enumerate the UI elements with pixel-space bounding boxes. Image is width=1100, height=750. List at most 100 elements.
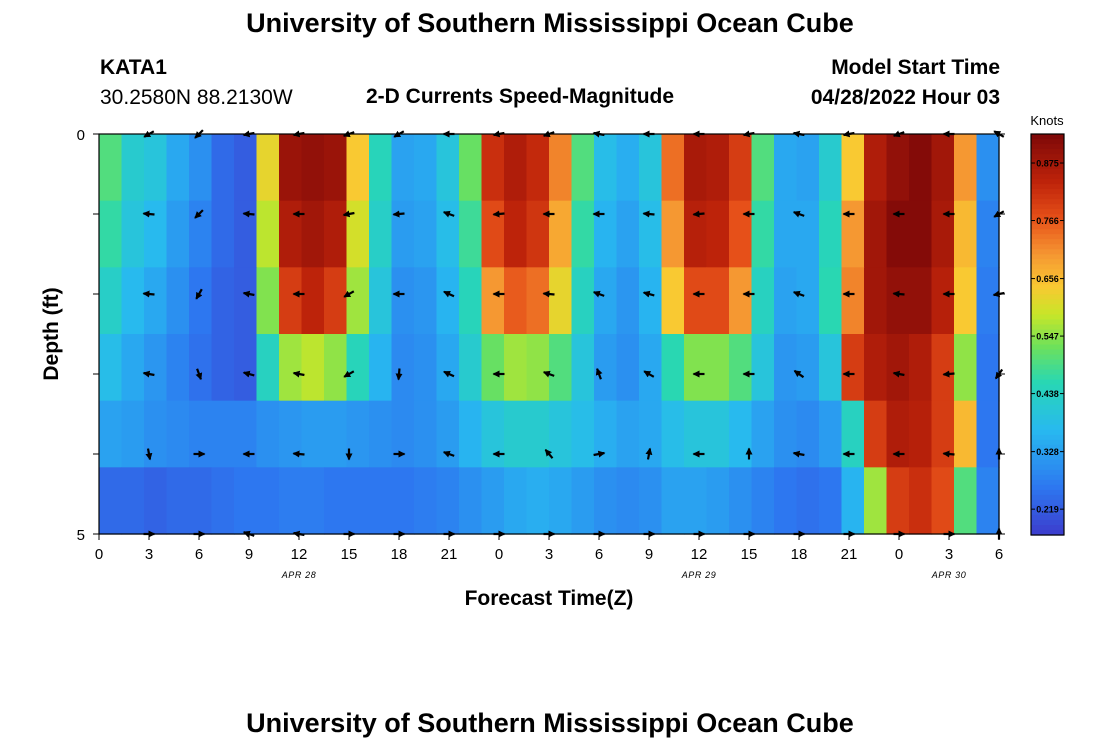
heatmap-cell [976, 267, 1000, 335]
current-arrow [645, 447, 653, 460]
colorbar-swatch [1031, 154, 1064, 160]
current-arrow [595, 367, 603, 380]
heatmap-cell [369, 134, 393, 202]
heatmap-cell [954, 334, 978, 402]
heatmap-cell [661, 267, 685, 335]
footer-title: University of Southern Mississippi Ocean… [246, 708, 854, 738]
colorbar-swatch [1031, 489, 1064, 496]
heatmap-cell [391, 334, 415, 402]
colorbar-swatch [1031, 369, 1064, 376]
current-arrow [195, 288, 203, 300]
colorbar-swatch [1031, 269, 1064, 275]
colorbar-swatch [1031, 324, 1064, 331]
heatmap-cell [166, 334, 190, 402]
heatmap-cell [526, 334, 550, 402]
colorbar-swatch [1031, 234, 1064, 240]
heatmap-cell [504, 467, 528, 535]
heatmap-cell [324, 200, 348, 268]
colorbar-title: Knots [1030, 113, 1064, 128]
colorbar-swatch [1031, 399, 1064, 406]
heatmap-cells [99, 134, 1000, 535]
heatmap-cell [324, 467, 348, 535]
heatmap-cell [571, 467, 595, 535]
colorbar: Knots 0.875 0.766 0.656 0.547 0.438 0.328 0.21… [1030, 113, 1065, 536]
heatmap-cell [121, 400, 145, 468]
heatmap-cell [504, 267, 528, 335]
current-arrow [542, 370, 555, 378]
colorbar-swatch [1031, 309, 1064, 316]
heatmap-cell [234, 467, 258, 535]
heatmap-cell [234, 267, 258, 335]
current-arrow [292, 370, 305, 378]
colorbar-swatch [1031, 229, 1064, 235]
heatmap-cell [481, 400, 505, 468]
heatmap-cell [166, 200, 190, 268]
heatmap-cell [751, 400, 775, 468]
heatmap-cell [256, 134, 280, 202]
heatmap-cell [819, 400, 843, 468]
heatmap-cell [526, 200, 550, 268]
heatmap-cell [616, 200, 640, 268]
heatmap-cell [301, 467, 325, 535]
x-tick-label: 21 [441, 546, 458, 563]
x-tick-label: 6 [195, 546, 203, 563]
heatmap-cell [684, 267, 708, 335]
colorbar-swatch [1031, 384, 1064, 391]
heatmap-cell [909, 467, 933, 535]
heatmap-cell [234, 334, 258, 402]
heatmap-cell [954, 467, 978, 535]
current-arrow [942, 370, 955, 378]
heatmap-cell [144, 467, 168, 535]
heatmap-cell [414, 400, 438, 468]
heatmap-cell [976, 134, 1000, 202]
heatmap-cell [324, 267, 348, 335]
heatmap-cell [369, 467, 393, 535]
colorbar-tick-label: 0.219 [1036, 505, 1059, 515]
heatmap-cell [684, 467, 708, 535]
heatmap-cell [796, 467, 820, 535]
heatmap-cell [571, 200, 595, 268]
heatmap-cell [279, 400, 303, 468]
heatmap-cell [684, 200, 708, 268]
heatmap-cell [751, 334, 775, 402]
heatmap-cell [279, 267, 303, 335]
heatmap-cell [819, 267, 843, 335]
colorbar-swatch [1031, 434, 1064, 441]
colorbar-swatch [1031, 499, 1064, 506]
heatmap-cell [616, 134, 640, 202]
heatmap-cell [729, 134, 753, 202]
heatmap-cell [841, 467, 865, 535]
colorbar-frame [1030, 133, 1065, 536]
model-start-value: 04/28/2022 Hour 03 [810, 86, 1000, 109]
heatmap-cell [256, 400, 280, 468]
heatmap-cell [886, 267, 910, 335]
heatmap-cell [639, 200, 663, 268]
heatmap-cell [166, 134, 190, 202]
colorbar-swatch [1031, 259, 1064, 265]
heatmap-cell [189, 467, 213, 535]
x-tick-label: 6 [995, 546, 1003, 563]
x-tick-label: 6 [595, 546, 603, 563]
colorbar-swatch [1031, 509, 1064, 516]
heatmap-cell [459, 334, 483, 402]
heatmap-cell [211, 467, 235, 535]
current-arrow [442, 210, 455, 218]
heatmap-cell [594, 400, 618, 468]
current-arrow [792, 290, 805, 298]
x-tick-label: 3 [145, 546, 153, 563]
colorbar-swatch [1031, 314, 1064, 321]
heatmap-cell [481, 334, 505, 402]
colorbar-swatch [1031, 439, 1064, 446]
x-tick-label: 0 [95, 546, 103, 563]
colorbar-swatch [1031, 284, 1064, 290]
current-arrow [395, 368, 403, 381]
heatmap-cell [211, 200, 235, 268]
heatmap-cell [594, 467, 618, 535]
heatmap-cell [886, 134, 910, 202]
x-tick-label: 0 [495, 546, 503, 563]
heatmap-cell [864, 467, 888, 535]
colorbar-swatch [1031, 429, 1064, 436]
heatmap-cell [144, 400, 168, 468]
colorbar-swatch [1031, 249, 1064, 255]
